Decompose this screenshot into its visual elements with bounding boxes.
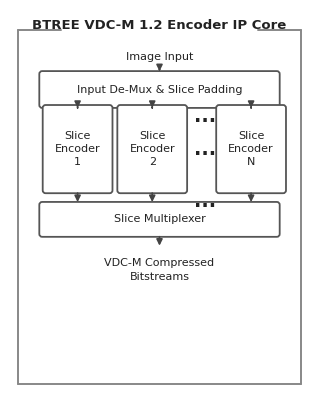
FancyBboxPatch shape: [117, 105, 187, 193]
FancyBboxPatch shape: [39, 202, 280, 237]
FancyBboxPatch shape: [39, 71, 280, 108]
Text: Slice
Encoder
1: Slice Encoder 1: [55, 131, 100, 167]
Text: ...: ...: [195, 140, 217, 159]
Text: Slice
Encoder
N: Slice Encoder N: [228, 131, 274, 167]
Text: Slice
Encoder
2: Slice Encoder 2: [130, 131, 175, 167]
Text: ...: ...: [195, 192, 217, 212]
FancyBboxPatch shape: [43, 105, 113, 193]
Text: Slice Multiplexer: Slice Multiplexer: [114, 214, 205, 224]
Text: ...: ...: [195, 107, 217, 126]
Text: BTREE VDC-M 1.2 Encoder IP Core: BTREE VDC-M 1.2 Encoder IP Core: [32, 19, 287, 32]
Text: VDC-M Compressed
Bitstreams: VDC-M Compressed Bitstreams: [104, 258, 215, 282]
FancyBboxPatch shape: [216, 105, 286, 193]
Text: Input De-Mux & Slice Padding: Input De-Mux & Slice Padding: [77, 84, 242, 94]
Text: Image Input: Image Input: [126, 52, 193, 62]
